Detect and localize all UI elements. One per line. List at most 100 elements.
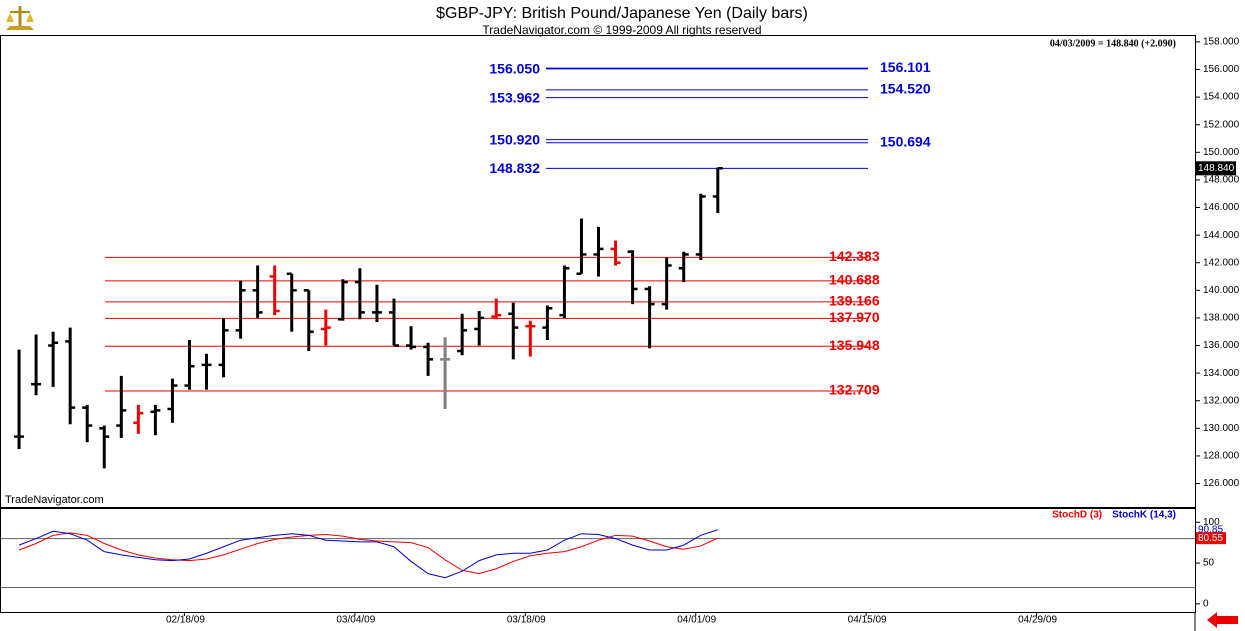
support-label: 140.688 bbox=[829, 272, 880, 288]
ohlc-bar bbox=[644, 286, 655, 349]
ohlc-bar bbox=[269, 265, 280, 316]
ohlc-bar bbox=[303, 289, 314, 352]
y-tick-label: 144.000 bbox=[1203, 230, 1240, 241]
ohlc-bar bbox=[388, 298, 399, 347]
ohlc-bar bbox=[354, 268, 365, 320]
y-tick-label: 154.000 bbox=[1203, 92, 1240, 103]
ohlc-bar bbox=[286, 272, 297, 332]
ohlc-bar bbox=[116, 375, 127, 438]
y-tick-label: 134.000 bbox=[1203, 368, 1240, 379]
x-tick-label: 04/15/09 bbox=[848, 615, 887, 626]
chart-subtitle: TradeNavigator.com © 1999-2009 All right… bbox=[482, 23, 761, 37]
y-tick-label: 158.000 bbox=[1203, 37, 1240, 48]
ohlc-bar bbox=[678, 251, 689, 283]
legend-entry: StochK (14,3) bbox=[1112, 510, 1176, 521]
scroll-arrow[interactable] bbox=[1207, 612, 1238, 628]
support-label: 135.948 bbox=[829, 337, 880, 353]
ohlc-bar bbox=[184, 340, 195, 390]
ohlc-bar bbox=[14, 349, 25, 450]
ohlc-bar bbox=[593, 226, 604, 277]
y-tick-label: 130.000 bbox=[1203, 423, 1240, 434]
ohlc-bar bbox=[525, 320, 536, 357]
y-tick-label: 136.000 bbox=[1203, 340, 1240, 351]
ohlc-bar bbox=[371, 284, 382, 323]
ohlc-bar bbox=[559, 265, 570, 318]
y-tick-label: 148.000 bbox=[1203, 175, 1240, 186]
support-label: 139.166 bbox=[829, 293, 880, 309]
y-tick-label: 128.000 bbox=[1203, 451, 1240, 462]
ohlc-bar bbox=[610, 240, 621, 266]
y-tick-label: 0 bbox=[1203, 598, 1209, 609]
y-tick-label: 152.000 bbox=[1203, 119, 1240, 130]
target-label: 156.050 bbox=[489, 61, 540, 77]
ohlc-bar bbox=[661, 257, 672, 310]
ohlc-bar bbox=[695, 193, 706, 260]
last-value-box bbox=[1196, 161, 1236, 176]
watermark: TradeNavigator.com bbox=[5, 494, 104, 506]
ohlc-bar bbox=[576, 218, 587, 276]
stoch-panel bbox=[0, 508, 1196, 613]
target-label: 154.520 bbox=[880, 81, 931, 97]
ohlc-bar bbox=[406, 326, 417, 350]
support-label: 137.970 bbox=[829, 309, 880, 325]
ohlc-bar bbox=[627, 250, 638, 305]
y-tick-label: 140.000 bbox=[1203, 285, 1240, 296]
legend-entry: StochD (3) bbox=[1052, 510, 1102, 521]
stoch-line bbox=[18, 532, 719, 575]
chart-title: $GBP-JPY: British Pound/Japanese Yen (Da… bbox=[436, 5, 808, 22]
ohlc-bar bbox=[508, 302, 519, 360]
ohlc-bar bbox=[65, 327, 76, 425]
y-tick-label: 146.000 bbox=[1203, 202, 1240, 213]
ohlc-bar bbox=[423, 342, 434, 376]
support-label: 132.709 bbox=[829, 382, 880, 398]
ohlc-bar bbox=[133, 404, 144, 434]
ohlc-bar bbox=[457, 313, 468, 356]
support-label: 142.383 bbox=[829, 248, 880, 264]
ohlc-bar bbox=[48, 331, 59, 387]
ohlc-bar bbox=[542, 305, 553, 341]
last-value-label: 90.85 bbox=[1198, 524, 1223, 535]
last-value-label: 80.55 bbox=[1198, 533, 1223, 544]
ohlc-bar bbox=[474, 311, 485, 346]
ohlc-bar bbox=[235, 280, 246, 339]
logo bbox=[6, 6, 34, 30]
last-value-box bbox=[1196, 532, 1226, 545]
ohlc-bar bbox=[150, 404, 161, 436]
target-label: 150.920 bbox=[489, 131, 540, 147]
stoch-line bbox=[18, 529, 718, 579]
ohlc-bar bbox=[82, 404, 93, 443]
ohlc-bar bbox=[31, 334, 42, 396]
ohlc-bar bbox=[167, 378, 178, 423]
ohlc-bar bbox=[337, 279, 348, 321]
target-label: 153.962 bbox=[489, 89, 540, 105]
ohlc-bar bbox=[712, 167, 723, 214]
ohlc-bar bbox=[440, 337, 451, 410]
ohlc-bar bbox=[320, 309, 331, 346]
target-label: 156.101 bbox=[880, 59, 931, 75]
y-tick-label: 142.000 bbox=[1203, 257, 1240, 268]
last-value-label: 148.840 bbox=[1198, 163, 1235, 174]
ohlc-bar bbox=[491, 298, 502, 320]
info-text: 04/03/2009 = 148.840 (+2.090) bbox=[1050, 38, 1176, 49]
y-tick-label: 132.000 bbox=[1203, 395, 1240, 406]
y-tick-label: 50 bbox=[1203, 558, 1215, 569]
y-tick-label: 126.000 bbox=[1203, 478, 1240, 489]
x-tick-label: 04/29/09 bbox=[1018, 615, 1057, 626]
y-tick-label: 150.000 bbox=[1203, 147, 1240, 158]
main-panel bbox=[0, 35, 1196, 508]
y-tick-label: 138.000 bbox=[1203, 313, 1240, 324]
y-tick-label: 156.000 bbox=[1203, 64, 1240, 75]
ohlc-bar bbox=[218, 317, 229, 378]
target-label: 150.694 bbox=[880, 133, 931, 149]
y-tick-label: 100 bbox=[1203, 517, 1220, 528]
target-label: 148.832 bbox=[489, 160, 540, 176]
x-tick-label: 04/01/09 bbox=[677, 615, 716, 626]
ohlc-bar bbox=[252, 265, 263, 318]
ohlc-bar bbox=[99, 425, 110, 469]
x-tick-label: 02/18/09 bbox=[166, 615, 205, 626]
ohlc-bar bbox=[201, 353, 212, 390]
x-tick-label: 03/04/09 bbox=[336, 615, 375, 626]
x-tick-label: 03/18/09 bbox=[507, 615, 546, 626]
